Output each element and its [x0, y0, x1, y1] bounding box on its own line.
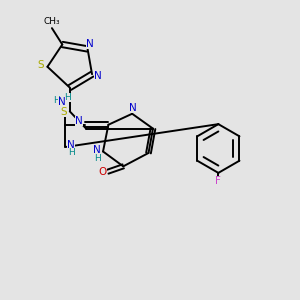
Text: S: S	[61, 107, 67, 117]
Text: N: N	[129, 103, 137, 113]
Text: O: O	[98, 167, 106, 177]
Text: N: N	[75, 116, 83, 126]
Text: N: N	[68, 140, 75, 150]
Text: H: H	[64, 93, 71, 102]
Text: H: H	[94, 154, 100, 163]
Text: N: N	[86, 40, 94, 50]
Text: N: N	[58, 98, 66, 107]
Text: CH₃: CH₃	[44, 17, 60, 26]
Text: H: H	[54, 97, 60, 106]
Text: N: N	[93, 145, 101, 155]
Text: H: H	[68, 148, 75, 158]
Text: S: S	[38, 60, 44, 70]
Text: F: F	[215, 176, 221, 186]
Text: N: N	[94, 71, 102, 81]
